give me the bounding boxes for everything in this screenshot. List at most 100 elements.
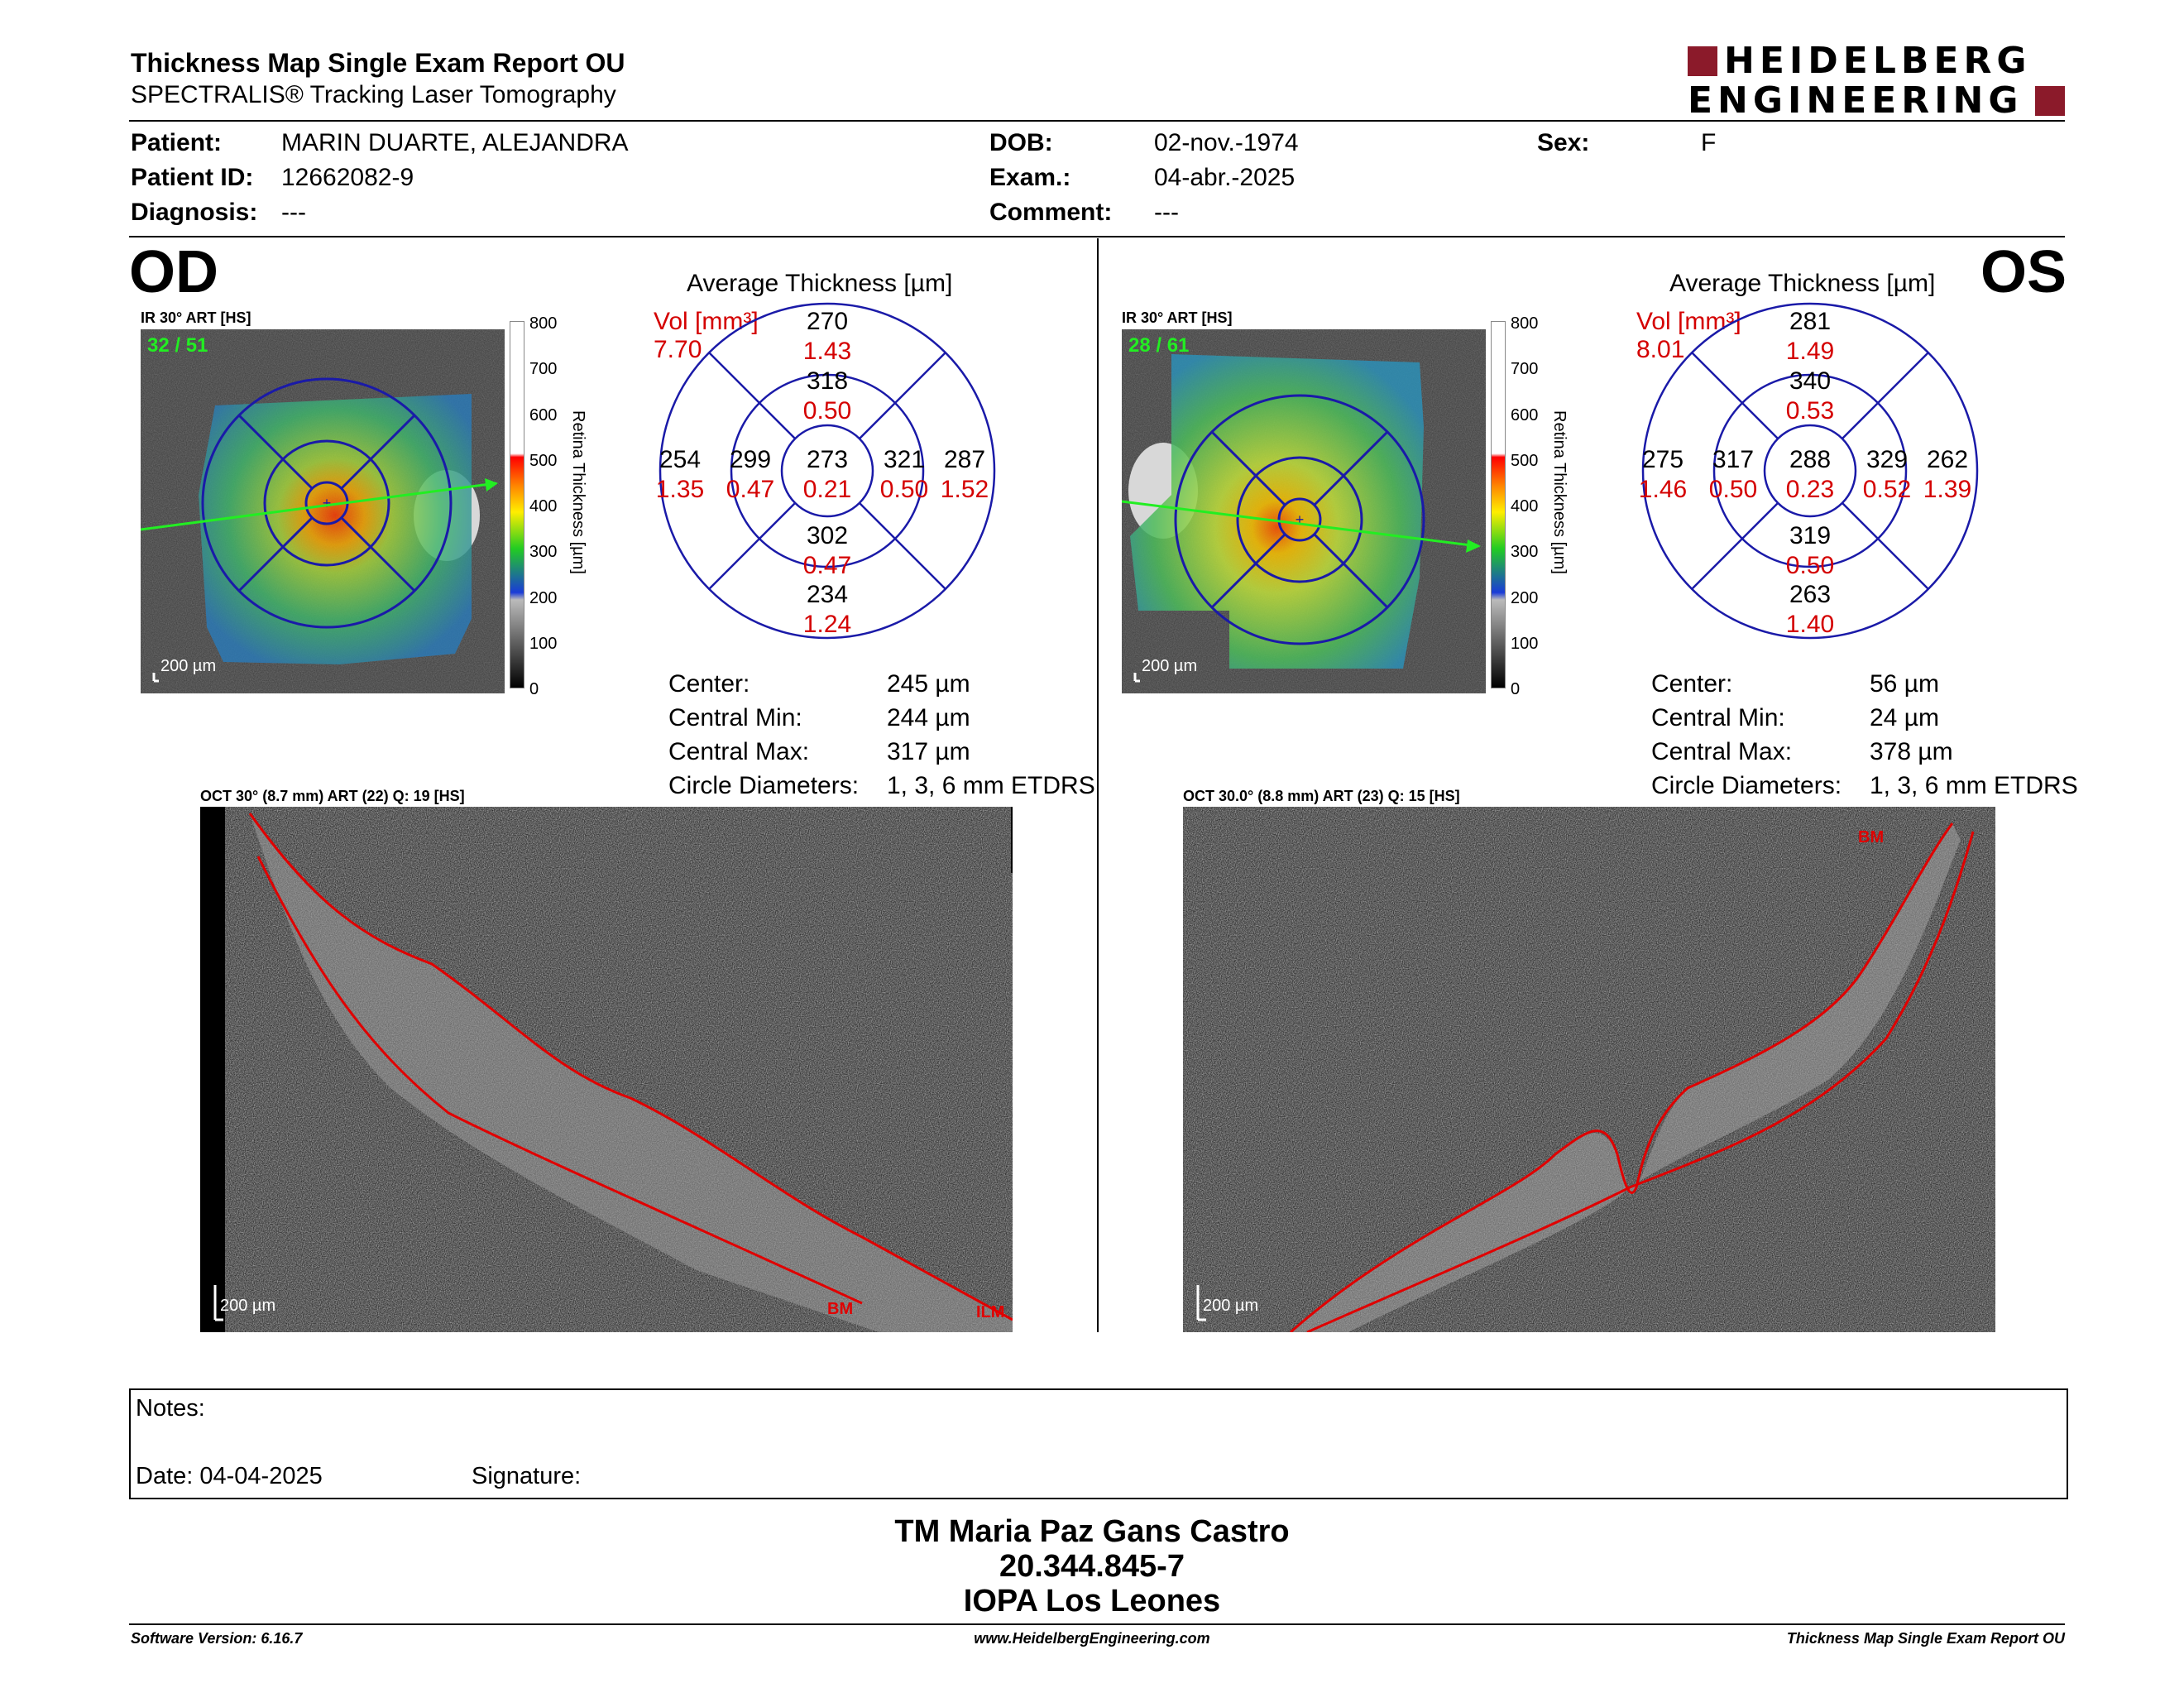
os-inner-right-volume: 0.52 xyxy=(1863,476,1911,503)
os-colorbar-label: Retina Thickness [µm] xyxy=(1550,410,1569,574)
od-colorbar-tick: 300 xyxy=(529,543,558,562)
od-stat-max-value: 317 µm xyxy=(887,738,970,765)
os-center-volume: 0.23 xyxy=(1786,476,1834,503)
report-subtitle: SPECTRALIS® Tracking Laser Tomography xyxy=(131,81,616,108)
os-colorbar-tick: 700 xyxy=(1511,360,1539,379)
comment-value: --- xyxy=(1154,199,1179,226)
os-fundus-map: + 28 / 61 200 µm xyxy=(1122,329,1486,693)
os-stat-max-label: Central Max: xyxy=(1651,738,1793,765)
os-scale-bar: 200 µm xyxy=(1142,657,1198,675)
footer-website[interactable]: www.HeidelbergEngineering.com xyxy=(974,1630,1210,1647)
os-inner-right-thickness: 329 xyxy=(1866,446,1908,473)
os-outer-inf-volume: 1.40 xyxy=(1786,611,1834,638)
sex-label: Sex: xyxy=(1537,129,1590,156)
od-inner-inf-volume: 0.47 xyxy=(803,552,851,579)
os-outer-left-thickness: 275 xyxy=(1642,446,1684,473)
os-colorbar-tick: 500 xyxy=(1511,451,1539,470)
od-colorbar-tick: 400 xyxy=(529,497,558,516)
os-etdrs-chart: 281 1.49 340 0.53 288 0.23 275 1.46 317 … xyxy=(1639,302,1979,640)
od-center-volume: 0.21 xyxy=(803,476,851,503)
od-outer-left-thickness: 254 xyxy=(659,446,701,473)
os-thickness-overlay xyxy=(1130,354,1424,669)
od-oct-scale: 200 µm xyxy=(220,1297,276,1315)
footer-divider xyxy=(129,1623,2065,1625)
os-colorbar-tick: 400 xyxy=(1511,497,1539,516)
od-inner-right-thickness: 321 xyxy=(884,446,925,473)
od-outer-inf-thickness: 234 xyxy=(807,581,848,608)
od-inner-sup-thickness: 318 xyxy=(807,367,848,395)
od-oct-bm-tag: BM xyxy=(827,1300,854,1318)
od-stat-center-label: Center: xyxy=(668,670,750,698)
os-inner-sup-thickness: 340 xyxy=(1789,367,1831,395)
notes-label: Notes: xyxy=(136,1395,205,1422)
eye-divider xyxy=(1097,238,1099,1332)
od-colorbar-tick: 700 xyxy=(529,360,558,379)
os-vol-value: 8.01 xyxy=(1636,336,1685,363)
logo-square-top xyxy=(1688,46,1717,76)
os-colorbar-gradient xyxy=(1491,321,1506,688)
od-stat-diam-label: Circle Diameters: xyxy=(668,772,860,799)
os-outer-right-volume: 1.39 xyxy=(1923,476,1971,503)
od-vol-value: 7.70 xyxy=(654,336,702,363)
od-scan-line xyxy=(141,482,497,531)
os-oct-bm-tag: BM xyxy=(1858,828,1885,846)
signer-id: 20.344.845-7 xyxy=(999,1549,1185,1584)
os-stat-min-label: Central Min: xyxy=(1651,704,1785,731)
os-oct-label: OCT 30.0° (8.8 mm) ART (23) Q: 15 [HS] xyxy=(1183,788,1460,804)
os-avg-title: Average Thickness [µm] xyxy=(1669,270,1936,297)
os-vol-label: Vol [mm³] xyxy=(1636,308,1741,335)
od-inner-sup-volume: 0.50 xyxy=(803,397,851,424)
od-inner-left-volume: 0.47 xyxy=(726,476,774,503)
os-colorbar-tick: 800 xyxy=(1511,314,1539,333)
od-stat-diam-value: 1, 3, 6 mm ETDRS xyxy=(887,772,1095,799)
os-stat-center-label: Center: xyxy=(1651,670,1733,698)
diagnosis-value: --- xyxy=(281,199,306,226)
comment-label: Comment: xyxy=(989,199,1113,226)
os-ir-label: IR 30° ART [HS] xyxy=(1122,309,1233,326)
os-colorbar-tick: 100 xyxy=(1511,634,1539,653)
od-colorbar-tick: 0 xyxy=(529,680,539,698)
heidelberg-logo: HEIDELBERG ENGINEERING xyxy=(1688,43,2068,119)
od-oct-ilm-tag: ILM xyxy=(976,1303,1005,1321)
od-colorbar-gradient xyxy=(510,321,524,688)
os-eye-label: OS xyxy=(1980,239,2067,305)
od-outer-right-volume: 1.52 xyxy=(941,476,989,503)
od-colorbar-tick: 800 xyxy=(529,314,558,333)
notes-date: Date: 04-04-2025 xyxy=(136,1463,323,1489)
od-fundus-map: + 32 / 51 200 µm xyxy=(141,329,505,693)
os-stat-center-value: 56 µm xyxy=(1870,670,1939,698)
od-outer-inf-volume: 1.24 xyxy=(803,611,851,638)
diagnosis-label: Diagnosis: xyxy=(131,199,258,226)
os-colorbar: 800 700 600 500 400 300 200 100 0 Retina Thickne… xyxy=(1489,314,1597,703)
od-eye-label: OD xyxy=(129,239,218,305)
notes-signature-label: Signature: xyxy=(472,1463,582,1489)
os-outer-left-volume: 1.46 xyxy=(1639,476,1687,503)
info-divider xyxy=(129,236,2065,237)
od-outer-sup-volume: 1.43 xyxy=(803,338,851,365)
os-inner-inf-thickness: 319 xyxy=(1789,522,1831,549)
signer-name: TM Maria Paz Gans Castro xyxy=(894,1514,1290,1549)
od-colorbar-label-wrap: Retina Thickness [µm] xyxy=(569,410,587,609)
od-vol-label: Vol [mm³] xyxy=(654,308,759,335)
exam-value: 04-abr.-2025 xyxy=(1154,164,1296,191)
os-etdrs-overlay xyxy=(1174,394,1425,645)
footer-report-name: Thickness Map Single Exam Report OU xyxy=(1786,1630,2065,1647)
os-frame-counter: 28 / 61 xyxy=(1128,334,1190,357)
os-colorbar-tick: 0 xyxy=(1511,680,1521,698)
os-bm-line xyxy=(1306,831,1975,1332)
patient-label: Patient: xyxy=(131,129,223,156)
od-colorbar-tick: 600 xyxy=(529,405,558,424)
od-colorbar-tick: 100 xyxy=(529,634,558,653)
dob-label: DOB: xyxy=(989,129,1053,156)
od-stat-center-value: 245 µm xyxy=(887,670,970,698)
os-stat-max-value: 378 µm xyxy=(1870,738,1953,765)
od-etdrs-chart: 270 1.43 318 0.50 273 0.21 254 1.35 299 … xyxy=(656,302,996,640)
os-outer-sup-thickness: 281 xyxy=(1789,308,1831,335)
os-colorbar-tick: 200 xyxy=(1511,588,1539,607)
od-outer-sup-thickness: 270 xyxy=(807,308,848,335)
signer-org: IOPA Los Leones xyxy=(963,1584,1221,1618)
os-stat-min-value: 24 µm xyxy=(1870,704,1939,731)
od-oct-scan: 200 µm BM ILM xyxy=(200,807,1013,1332)
os-ilm-line xyxy=(1290,822,1954,1332)
od-oct-label: OCT 30° (8.7 mm) ART (22) Q: 19 [HS] xyxy=(200,788,465,804)
